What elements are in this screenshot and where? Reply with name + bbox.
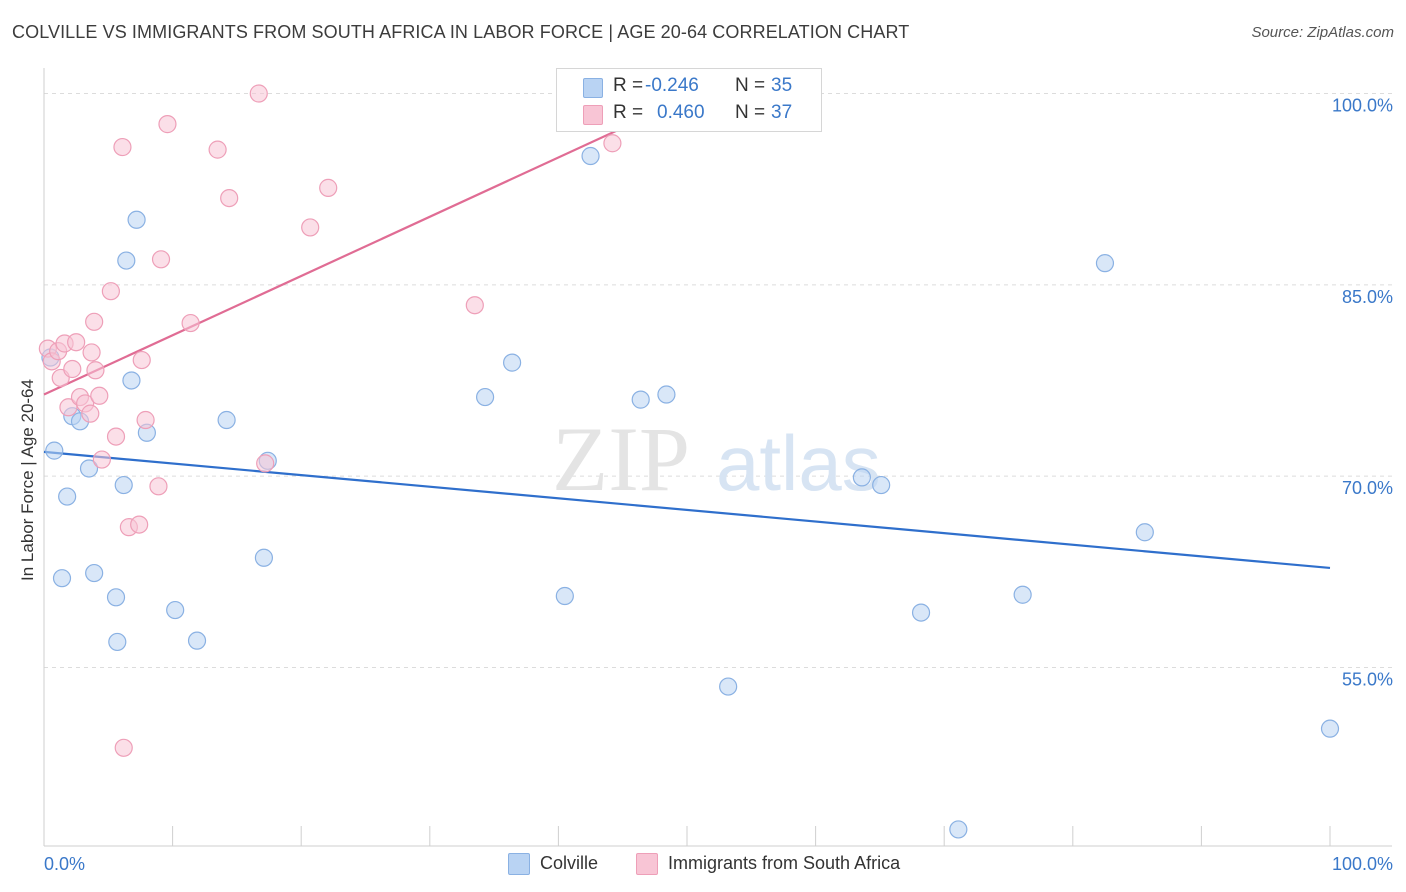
- colville-point: [631, 390, 650, 409]
- colville-point: [872, 475, 891, 495]
- colville-point: [911, 603, 931, 622]
- bottom-legend-label: Immigrants from South Africa: [668, 853, 901, 873]
- south-africa-point: [67, 333, 86, 352]
- south-africa-point: [101, 282, 120, 301]
- bottom-legend-swatch-pink: [636, 853, 658, 875]
- colville-point: [475, 387, 495, 407]
- watermark: ZIP atlas: [552, 408, 881, 510]
- south-africa-point: [85, 312, 104, 331]
- colville-point: [114, 475, 133, 495]
- south-africa-point: [301, 218, 320, 237]
- legend-n-value: 37: [771, 102, 793, 123]
- colville-point: [85, 563, 104, 583]
- south-africa-point: [249, 84, 268, 103]
- y-tick-label: 55.0%: [1342, 669, 1393, 689]
- south-africa-point: [132, 350, 151, 370]
- y-tick-label: 70.0%: [1342, 478, 1393, 498]
- legend-swatch-blue: [583, 78, 603, 98]
- south-africa-point: [63, 359, 82, 379]
- south-africa-point: [136, 410, 155, 430]
- trend-layer: [43, 92, 1331, 570]
- tick-label-layer: 55.0% 70.0% 85.0% 100.0% 0.0% 100.0%: [44, 96, 1393, 874]
- x-tick-label: 100.0%: [1332, 854, 1393, 874]
- colville-point: [503, 353, 522, 372]
- colville-point: [1135, 523, 1154, 542]
- y-axis-label: In Labor Force | Age 20-64: [18, 379, 37, 581]
- axis-layer: [43, 68, 1392, 847]
- colville-point: [106, 588, 126, 607]
- x-tick-label: 0.0%: [44, 854, 85, 874]
- south-africa-point: [181, 313, 200, 333]
- y-tick-label: 100.0%: [1332, 96, 1393, 116]
- south-africa-trend-line: [43, 92, 698, 396]
- watermark-zip: ZIP: [552, 408, 690, 510]
- colville-point: [852, 468, 871, 487]
- south-africa-point: [603, 134, 622, 153]
- south-africa-point: [208, 140, 227, 159]
- south-africa-point: [151, 250, 171, 269]
- south-africa-point: [220, 188, 239, 208]
- y-tick-label: 85.0%: [1342, 287, 1393, 307]
- south-africa-point: [90, 386, 109, 405]
- legend-r-value: 0.460: [657, 102, 705, 123]
- colville-point: [127, 210, 146, 229]
- legend-r-value: -0.246: [645, 75, 699, 96]
- colville-point: [581, 146, 600, 166]
- legend-swatch-pink: [583, 105, 603, 125]
- colville-point: [187, 631, 207, 650]
- colville-point: [166, 600, 185, 620]
- colville-point: [1095, 254, 1115, 273]
- legend-r-label: R =: [613, 75, 644, 96]
- south-africa-point: [130, 515, 149, 534]
- south-africa-point: [256, 454, 275, 473]
- correlation-legend: R = -0.246 N = 35 R = 0.460 N = 37: [556, 68, 822, 132]
- south-africa-point: [81, 404, 100, 423]
- south-africa-point: [114, 738, 133, 757]
- south-africa-point: [113, 137, 132, 157]
- colville-point: [1013, 585, 1032, 604]
- colville-point: [79, 459, 99, 478]
- south-africa-point: [465, 296, 484, 315]
- colville-point: [45, 441, 64, 460]
- points-layer: [38, 84, 1340, 839]
- colville-point: [657, 385, 676, 404]
- colville-point: [117, 251, 136, 270]
- south-africa-point: [158, 115, 177, 134]
- chart-title: COLVILLE VS IMMIGRANTS FROM SOUTH AFRICA…: [12, 22, 910, 42]
- colville-point: [555, 586, 574, 606]
- colville-point: [254, 548, 274, 567]
- source-label: Source: ZipAtlas.com: [1251, 24, 1394, 41]
- colville-point: [108, 632, 127, 652]
- legend-n-label: N =: [735, 102, 766, 123]
- legend-n-value: 35: [771, 75, 793, 96]
- south-africa-point: [82, 343, 101, 362]
- colville-point: [52, 569, 72, 588]
- y-axis-label-wrap: In Labor Force | Age 20-64: [16, 200, 40, 760]
- south-africa-point: [86, 361, 105, 380]
- watermark-atlas: atlas: [716, 419, 881, 507]
- legend-r-label: R =: [613, 102, 644, 123]
- south-africa-point: [319, 178, 338, 197]
- bottom-legend-label: Colville: [540, 853, 599, 873]
- south-africa-point: [106, 427, 126, 446]
- grid-layer: [44, 93, 1392, 668]
- colville-point: [122, 371, 141, 390]
- colville-point: [719, 677, 738, 696]
- south-africa-point: [149, 477, 168, 496]
- colville-point: [1320, 719, 1340, 738]
- colville-point: [58, 487, 77, 506]
- bottom-legend-swatch-blue: [508, 853, 530, 875]
- colville-point: [217, 410, 236, 430]
- south-africa-point: [92, 450, 111, 469]
- colville-trend-line: [43, 450, 1331, 570]
- legend-n-label: N =: [735, 75, 766, 96]
- colville-point: [949, 820, 968, 839]
